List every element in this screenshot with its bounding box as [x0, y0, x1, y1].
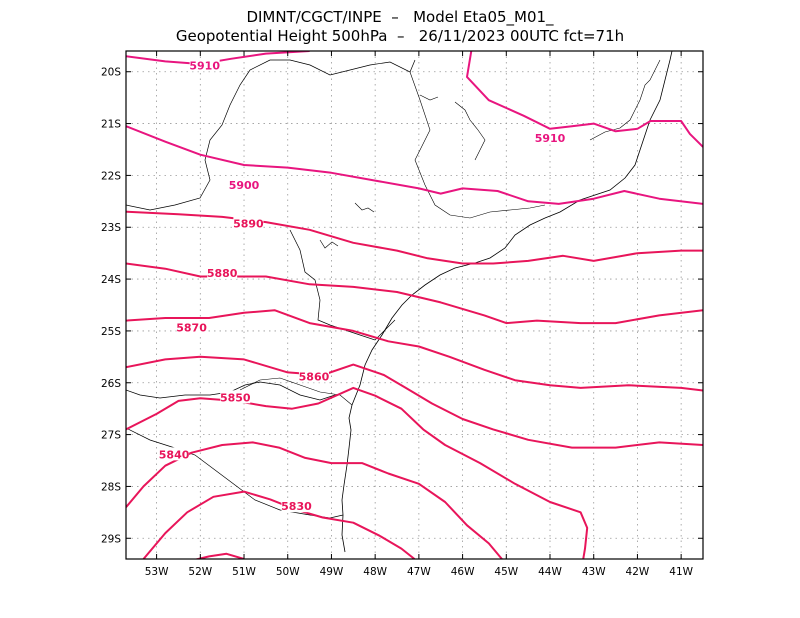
axis-ticks: 53W 52W 51W 50W 49W 48W 47W 46W 45W 44W 43W 42W 41W 2…: [101, 51, 703, 578]
lon-tick-label: 43W: [582, 566, 606, 578]
contour-line: [126, 355, 703, 449]
lon-tick-label: 47W: [407, 566, 431, 578]
contour-label: 5870: [176, 321, 207, 334]
lat-tick-label: 20S: [101, 67, 121, 79]
contour-label-bg: [229, 177, 260, 191]
border-west: [126, 381, 336, 401]
contour-label-bg: [159, 447, 190, 461]
lon-tick-label: 42W: [626, 566, 650, 578]
contour-label-bg: [189, 58, 220, 72]
reservoir-1: [354, 202, 375, 213]
border-sc-rs: [239, 377, 353, 406]
contour-line: [126, 210, 703, 265]
lon-tick-label: 51W: [232, 566, 256, 578]
contour-label-bg: [176, 320, 207, 334]
contour-label-bg: [281, 499, 312, 513]
contour-label-bg: [233, 216, 264, 230]
lon-tick-label: 41W: [669, 566, 693, 578]
lat-tick-label: 26S: [101, 378, 121, 390]
lon-tick-label: 45W: [494, 566, 518, 578]
map-subtitle: Geopotential Height 500hPa – 26/11/2023 …: [175, 27, 625, 45]
lat-tick-label: 21S: [101, 119, 121, 131]
contour-label: 5890: [233, 218, 264, 231]
lon-tick-label: 46W: [451, 566, 475, 578]
grid-lines: [126, 51, 703, 559]
contour-label-bg: [298, 369, 329, 383]
border-paraguay: [126, 59, 416, 211]
lat-tick-label: 23S: [101, 222, 121, 234]
lat-tick-label: 25S: [101, 326, 121, 338]
border-minas: [409, 71, 546, 219]
contour-label: 5880: [207, 267, 238, 280]
contour-line: [193, 552, 245, 559]
plot-frame: [125, 50, 704, 560]
contour-line: [126, 386, 589, 559]
contour-label: 5850: [220, 391, 251, 404]
contour-line: [142, 490, 416, 559]
contour-label: 5900: [229, 179, 260, 192]
contour-label: 5830: [281, 500, 312, 513]
contour-line: [126, 309, 703, 392]
lon-tick-label: 50W: [276, 566, 300, 578]
reservoir-2: [319, 239, 339, 249]
contour-layer: [126, 51, 703, 559]
lat-tick-label: 29S: [101, 533, 121, 545]
lon-tick-label: 52W: [188, 566, 212, 578]
lon-tick-label: 44W: [538, 566, 562, 578]
reservoir-3: [454, 101, 486, 161]
lat-tick-label: 22S: [101, 170, 121, 182]
contour-label-bg: [220, 390, 251, 404]
reservoir-4: [419, 94, 439, 101]
contour-label: 5860: [299, 371, 330, 384]
contour-labels: 5910 5910 5900 5890 5880 5870 5860 5850 5840 5830: [159, 58, 566, 513]
lon-tick-label: 49W: [320, 566, 344, 578]
contour-label: 5910: [189, 60, 220, 73]
contour-label-bg: [535, 131, 566, 145]
lat-tick-label: 28S: [101, 481, 121, 493]
contour-line: [466, 51, 703, 148]
contour-label: 5910: [535, 132, 566, 145]
border-minas-es: [589, 59, 661, 141]
lat-tick-label: 24S: [101, 274, 121, 286]
lon-tick-label: 53W: [145, 566, 169, 578]
coastline: [341, 51, 673, 553]
map-title: DIMNT/CGCT/INPE – Model Eta05_M01_: [246, 8, 554, 26]
contour-label: 5840: [159, 448, 190, 461]
lon-tick-label: 48W: [363, 566, 387, 578]
contour-line: [126, 125, 703, 205]
lat-tick-label: 27S: [101, 430, 121, 442]
contour-label-bg: [207, 265, 238, 279]
